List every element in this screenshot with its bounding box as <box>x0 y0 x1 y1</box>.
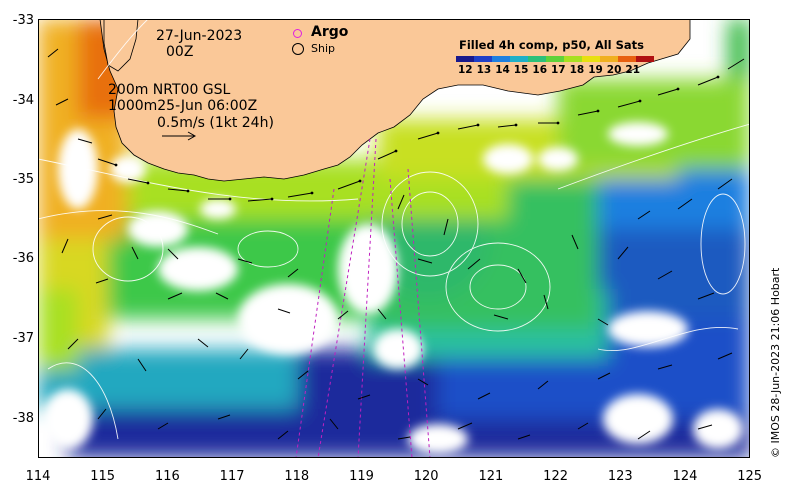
x-tick-label: 122 <box>543 469 568 484</box>
scale-arrow-icon <box>162 131 197 141</box>
x-tick-label: 121 <box>478 469 504 484</box>
hour-label: 00Z <box>166 44 194 60</box>
ship-label: Ship <box>311 42 335 55</box>
y-tick-label: -33 <box>12 13 34 28</box>
colorbar-tick-label: 15 <box>513 64 529 76</box>
credit-text: © IMOS 28-Jun-2023 21:06 Hobart <box>769 267 782 458</box>
colorbar-title: Filled 4h comp, p50, All Sats <box>459 38 644 52</box>
y-tick-label: -34 <box>12 93 34 108</box>
scale-label: 0.5m/s (1kt 24h) <box>157 115 274 131</box>
x-tick-label: 115 <box>90 469 116 484</box>
sst-map[interactable] <box>37 18 751 459</box>
sst-field <box>38 19 750 458</box>
x-tick-label: 125 <box>737 469 763 484</box>
y-tick-label: -37 <box>12 331 34 346</box>
x-tick-label: 120 <box>413 469 439 484</box>
map-border <box>38 19 750 458</box>
sst-map-canvas <box>37 18 751 459</box>
colorbar-swatch <box>582 56 600 62</box>
vector-heads <box>114 75 720 201</box>
ship-marker-icon <box>292 43 304 55</box>
colorbar-tick-label: 16 <box>532 64 548 76</box>
argo-marker-icon <box>293 29 302 38</box>
colorbar-swatch <box>474 56 492 62</box>
info-line-2: 1000m25-Jun 06:00Z <box>108 98 258 114</box>
colorbar-swatch <box>564 56 582 62</box>
y-tick-label: -36 <box>12 251 34 266</box>
contours <box>37 18 751 440</box>
colorbar-ticks: 12 13 14 15 16 17 18 19 20 21 <box>456 64 666 78</box>
x-tick-label: 114 <box>25 469 51 484</box>
colorbar-swatch <box>636 56 654 62</box>
colorbar-tick-label: 19 <box>588 64 603 76</box>
y-tick-label: -38 <box>12 411 34 426</box>
colorbar-swatch <box>618 56 636 62</box>
y-tick-label: -35 <box>12 172 34 187</box>
x-tick-label: 124 <box>672 469 698 484</box>
current-vectors <box>47 48 745 440</box>
colorbar <box>456 56 654 62</box>
colorbar-swatch <box>546 56 564 62</box>
x-tick-label: 123 <box>607 469 633 484</box>
colorbar-tick-label: 20 <box>606 64 622 76</box>
x-tick-label: 118 <box>284 469 310 484</box>
colorbar-tick-label: 14 <box>495 64 510 76</box>
x-tick-label: 116 <box>154 469 180 484</box>
colorbar-tick-label: 13 <box>476 64 492 76</box>
info-line-1: 200m NRT00 GSL <box>108 82 231 98</box>
colorbar-swatch <box>528 56 546 62</box>
colorbar-tick-label: 12 <box>458 64 473 76</box>
colorbar-tick-label: 21 <box>625 64 641 76</box>
colorbar-swatch <box>492 56 510 62</box>
date-label: 27-Jun-2023 <box>156 28 243 44</box>
colorbar-tick-label: 18 <box>569 64 585 76</box>
x-tick-label: 117 <box>219 469 245 484</box>
colorbar-swatch <box>456 56 474 62</box>
colorbar-tick-label: 17 <box>551 64 566 76</box>
x-tick-label: 119 <box>349 469 374 484</box>
argo-label: Argo <box>311 24 349 40</box>
colorbar-swatch <box>510 56 528 62</box>
colorbar-swatch <box>600 56 618 62</box>
ship-tracks <box>295 138 431 459</box>
land-west <box>103 18 139 72</box>
